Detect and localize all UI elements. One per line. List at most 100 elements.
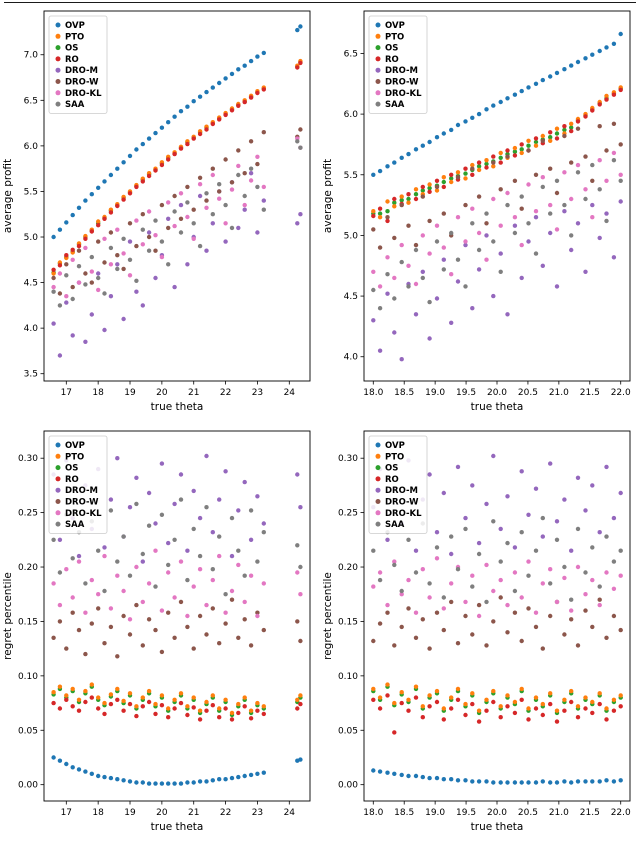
scatter-point: [146, 781, 152, 786]
scatter-point: [399, 194, 404, 199]
scatter-point: [540, 701, 545, 707]
scatter-point: [295, 472, 300, 477]
scatter-point: [512, 145, 518, 151]
scatter-point: [590, 108, 595, 113]
scatter-point: [463, 515, 468, 521]
scatter-point: [121, 316, 126, 322]
scatter-point: [210, 212, 215, 217]
scatter-point: [127, 257, 133, 262]
scatter-point: [427, 646, 432, 651]
scatter-point: [449, 706, 454, 711]
scatter-point: [583, 154, 588, 159]
scatter-point: [248, 573, 254, 578]
scatter-point: [512, 710, 518, 716]
scatter-point: [441, 777, 446, 782]
scatter-point: [449, 695, 454, 700]
scatter-point: [236, 163, 241, 169]
scatter-point: [102, 588, 107, 594]
scatter-point: [83, 271, 88, 276]
scatter-point: [455, 686, 461, 692]
scatter-point: [217, 80, 222, 86]
scatter-point: [569, 688, 574, 694]
scatter-point: [204, 699, 209, 705]
scatter-point: [134, 184, 139, 190]
scatter-point: [476, 719, 482, 724]
scatter-point: [575, 715, 581, 720]
scatter-point: [575, 162, 581, 168]
scatter-point: [172, 595, 177, 600]
y-tick-label: 6.5: [24, 96, 38, 106]
scatter-point: [470, 573, 475, 578]
scatter-point: [217, 117, 222, 122]
scatter-point: [505, 312, 510, 317]
legend-marker-PTO: [375, 33, 381, 39]
scatter-point: [185, 613, 190, 619]
scatter-point: [618, 573, 623, 578]
scatter-point: [64, 697, 69, 702]
scatter-point: [76, 767, 82, 772]
scatter-point: [554, 537, 560, 542]
scatter-point: [248, 166, 254, 171]
scatter-point: [498, 559, 503, 564]
scatter-point: [548, 780, 553, 785]
scatter-point: [178, 691, 184, 696]
scatter-point: [399, 357, 404, 362]
scatter-point: [533, 706, 539, 711]
legend-marker-SAA: [55, 521, 61, 527]
legend-box: [368, 15, 428, 114]
scatter-point: [463, 171, 468, 176]
scatter-point: [96, 185, 101, 190]
scatter-point: [229, 180, 235, 185]
scatter-point: [449, 534, 454, 539]
legend-marker-OS: [55, 465, 61, 471]
scatter-point: [261, 50, 266, 56]
scatter-point: [127, 617, 133, 622]
scatter-point: [611, 697, 617, 702]
scatter-point: [236, 562, 241, 568]
scatter-point: [413, 242, 419, 248]
scatter-point: [197, 717, 203, 722]
scatter-point: [96, 275, 101, 281]
scatter-point: [51, 635, 56, 640]
scatter-point: [476, 247, 482, 253]
scatter-point: [371, 172, 376, 177]
scatter-point: [178, 559, 184, 564]
scatter-point: [406, 284, 411, 289]
scatter-point: [604, 635, 609, 640]
scatter-point: [385, 255, 390, 260]
scatter-point: [441, 257, 446, 262]
scatter-point: [134, 602, 139, 608]
scatter-point: [491, 453, 496, 459]
scatter-point: [242, 617, 247, 622]
x-tick-label: 22: [220, 388, 231, 398]
scatter-point: [191, 99, 196, 104]
scatter-point: [406, 697, 411, 702]
scatter-point: [295, 619, 300, 624]
scatter-point: [371, 638, 376, 644]
scatter-point: [470, 306, 475, 311]
scatter-point: [484, 708, 489, 713]
scatter-point: [255, 610, 260, 615]
scatter-point: [172, 697, 177, 702]
scatter-point: [548, 691, 553, 696]
scatter-point: [295, 706, 300, 711]
scatter-point: [172, 781, 177, 786]
series-OVP: [371, 768, 623, 785]
scatter-point: [178, 191, 184, 196]
scatter-point: [140, 551, 145, 557]
scatter-point: [108, 294, 114, 299]
scatter-point: [463, 526, 468, 532]
scatter-point: [434, 239, 440, 244]
scatter-point: [590, 483, 595, 488]
scatter-point: [455, 215, 461, 220]
scatter-point: [562, 779, 567, 784]
scatter-point: [191, 705, 196, 710]
x-tick-label: 21: [188, 808, 199, 818]
scatter-point: [498, 704, 503, 709]
scatter-point: [399, 592, 404, 597]
scatter-point: [413, 635, 419, 640]
scatter-point: [146, 209, 152, 214]
scatter-point: [583, 592, 588, 597]
scatter-point: [236, 701, 241, 707]
scatter-point: [70, 556, 75, 561]
